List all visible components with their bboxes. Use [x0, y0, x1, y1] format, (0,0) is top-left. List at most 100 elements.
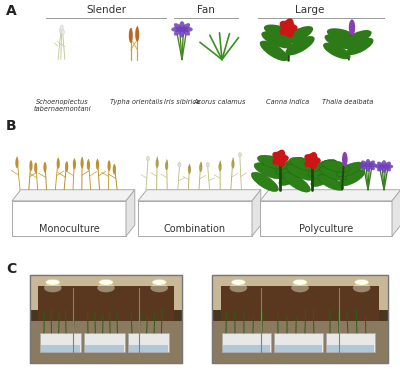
- Ellipse shape: [276, 158, 304, 174]
- Ellipse shape: [337, 162, 363, 177]
- Ellipse shape: [366, 163, 370, 171]
- Ellipse shape: [150, 283, 168, 292]
- Text: Canna indica: Canna indica: [266, 99, 310, 105]
- Ellipse shape: [384, 161, 391, 168]
- Ellipse shape: [283, 173, 310, 192]
- Ellipse shape: [291, 283, 309, 292]
- Polygon shape: [212, 275, 388, 363]
- Text: Combination: Combination: [164, 224, 226, 234]
- Text: A: A: [6, 4, 17, 18]
- Ellipse shape: [368, 164, 375, 170]
- Polygon shape: [260, 190, 400, 201]
- Polygon shape: [223, 346, 270, 352]
- Polygon shape: [41, 346, 80, 352]
- Text: Iris sibirica: Iris sibirica: [164, 99, 200, 105]
- Ellipse shape: [230, 283, 247, 292]
- Text: Slender: Slender: [86, 5, 126, 15]
- Ellipse shape: [320, 166, 347, 180]
- Polygon shape: [129, 346, 168, 352]
- Ellipse shape: [368, 163, 377, 167]
- Ellipse shape: [181, 23, 190, 31]
- Ellipse shape: [375, 164, 384, 169]
- Ellipse shape: [264, 25, 296, 39]
- Ellipse shape: [260, 41, 288, 61]
- Polygon shape: [326, 333, 375, 352]
- Ellipse shape: [65, 161, 68, 172]
- Polygon shape: [212, 321, 388, 363]
- Ellipse shape: [59, 28, 62, 33]
- Ellipse shape: [238, 153, 242, 157]
- Polygon shape: [252, 190, 261, 236]
- Ellipse shape: [361, 160, 368, 167]
- Ellipse shape: [353, 283, 370, 292]
- Ellipse shape: [113, 164, 116, 174]
- Ellipse shape: [46, 279, 60, 285]
- Ellipse shape: [278, 159, 285, 167]
- Polygon shape: [138, 190, 261, 201]
- Polygon shape: [30, 321, 182, 363]
- Ellipse shape: [306, 153, 318, 168]
- Polygon shape: [40, 333, 81, 352]
- Ellipse shape: [366, 159, 370, 167]
- Ellipse shape: [382, 160, 386, 169]
- Ellipse shape: [382, 165, 386, 173]
- Ellipse shape: [286, 164, 316, 180]
- Ellipse shape: [179, 21, 185, 32]
- Text: Fan: Fan: [197, 5, 215, 15]
- Ellipse shape: [87, 160, 90, 170]
- Ellipse shape: [280, 155, 289, 161]
- Polygon shape: [274, 333, 323, 352]
- Ellipse shape: [182, 27, 193, 32]
- Polygon shape: [84, 333, 125, 352]
- Ellipse shape: [280, 27, 289, 35]
- Ellipse shape: [311, 168, 339, 186]
- Polygon shape: [392, 190, 400, 236]
- Ellipse shape: [286, 29, 294, 38]
- Ellipse shape: [280, 21, 289, 29]
- Ellipse shape: [272, 152, 280, 159]
- Ellipse shape: [283, 26, 313, 44]
- Ellipse shape: [346, 38, 374, 55]
- Ellipse shape: [178, 163, 181, 167]
- Ellipse shape: [174, 28, 183, 36]
- Text: Acorus calamus: Acorus calamus: [194, 99, 246, 105]
- Ellipse shape: [258, 155, 288, 169]
- Ellipse shape: [310, 161, 317, 169]
- Ellipse shape: [97, 283, 115, 292]
- Ellipse shape: [231, 160, 234, 169]
- Text: Schoenoplectus
tabernaemontani: Schoenoplectus tabernaemontani: [33, 99, 91, 112]
- Ellipse shape: [285, 36, 315, 55]
- Text: Thalia dealbata: Thalia dealbata: [322, 99, 374, 105]
- Ellipse shape: [61, 29, 64, 35]
- Ellipse shape: [156, 159, 159, 168]
- Ellipse shape: [199, 163, 202, 172]
- Polygon shape: [221, 286, 379, 323]
- Ellipse shape: [218, 162, 222, 171]
- Ellipse shape: [129, 28, 133, 43]
- Ellipse shape: [384, 164, 393, 169]
- Ellipse shape: [274, 151, 286, 166]
- Ellipse shape: [361, 164, 368, 170]
- Ellipse shape: [171, 27, 182, 32]
- Ellipse shape: [322, 160, 350, 172]
- Text: Large: Large: [295, 5, 325, 15]
- Ellipse shape: [377, 165, 384, 171]
- Polygon shape: [126, 190, 135, 236]
- Polygon shape: [260, 201, 392, 236]
- Ellipse shape: [304, 154, 312, 161]
- Polygon shape: [212, 275, 388, 310]
- Ellipse shape: [179, 27, 185, 38]
- Ellipse shape: [206, 163, 209, 167]
- Ellipse shape: [368, 160, 375, 167]
- Ellipse shape: [57, 158, 60, 169]
- Ellipse shape: [108, 161, 111, 171]
- Ellipse shape: [254, 163, 284, 179]
- Ellipse shape: [261, 31, 292, 48]
- Ellipse shape: [99, 279, 113, 285]
- Ellipse shape: [318, 175, 344, 190]
- Ellipse shape: [344, 30, 372, 46]
- Ellipse shape: [323, 43, 350, 59]
- Ellipse shape: [146, 156, 150, 161]
- Polygon shape: [128, 333, 169, 352]
- Ellipse shape: [43, 162, 46, 173]
